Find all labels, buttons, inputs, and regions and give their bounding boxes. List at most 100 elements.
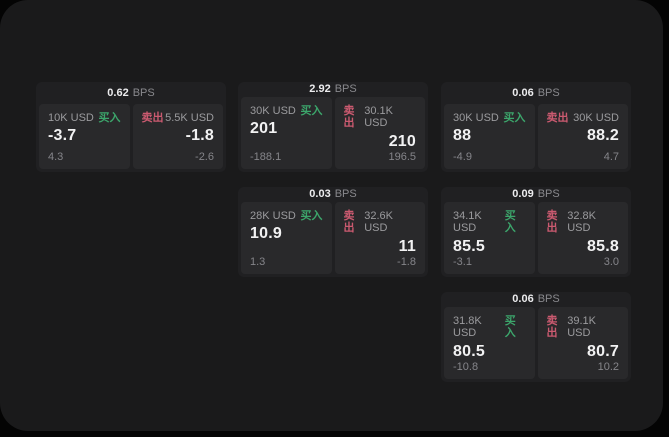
sell-price: -1.8 [185,127,214,145]
sell-label: 卖出 [546,112,569,124]
buy-panel-top: 10K USD 买入 [48,112,121,124]
buy-price: -3.7 [48,127,77,145]
buy-label: 买入 [300,210,323,223]
buy-panel[interactable]: 28K USD 买入 10.9 1.3 [241,202,332,274]
bps-header: 0.06 BPS [444,82,628,104]
buy-panel-top: 31.8K USD 买入 [453,315,526,339]
bps-header: 2.92 BPS [241,82,425,97]
sell-panel[interactable]: 卖出 5.5K USD -1.8 -2.6 [132,104,223,169]
buy-label: 买入 [504,315,516,340]
sell-panel-top: 卖出 30.1K USD [344,105,417,129]
bps-value: 0.62 [107,86,129,99]
quote-card-body: 10K USD 买入 -3.7 4.3 卖出 5.5K USD -1.8 -2.… [39,104,223,169]
sell-change: 3.0 [603,255,619,268]
bps-value: 0.03 [309,188,331,201]
sell-panel-top: 卖出 32.8K USD [547,210,620,234]
sell-label: 卖出 [343,105,355,130]
bps-header: 0.06 BPS [444,292,628,307]
bps-value: 0.09 [512,188,534,201]
bps-header: 0.62 BPS [39,82,223,104]
bps-unit-label: BPS [334,83,357,96]
buy-panel-top: 30K USD 买入 [453,112,526,124]
sell-label: 卖出 [343,210,355,235]
sell-change: 10.2 [597,360,619,373]
quote-card: 0.06 BPS 31.8K USD 买入 80.5 -10.8 卖出 39.1… [441,292,631,382]
buy-panel-top: 28K USD 买入 [250,210,323,222]
sell-price: 80.7 [587,342,619,360]
sell-label: 卖出 [546,315,558,340]
sell-change: -1.8 [397,255,416,268]
bps-value: 2.92 [309,83,331,96]
buy-amount: 10K USD [48,112,94,124]
buy-amount: 30K USD [453,112,499,124]
quote-card-body: 28K USD 买入 10.9 1.3 卖出 32.6K USD 11 -1.8 [241,202,425,274]
buy-label: 买入 [300,105,323,118]
buy-label: 买入 [503,112,526,124]
buy-price: 85.5 [453,237,485,255]
sell-change: 196.5 [388,150,416,163]
sell-amount: 32.8K USD [567,210,596,235]
buy-change: -4.9 [453,150,472,163]
buy-panel-top: 30K USD 买入 [250,105,323,117]
buy-price: 80.5 [453,342,485,360]
quote-card-body: 34.1K USD 买入 85.5 -3.1 卖出 32.8K USD 85.8… [444,202,628,274]
sell-panel[interactable]: 卖出 30.1K USD 210 196.5 [334,97,425,169]
bps-unit-label: BPS [537,86,560,99]
sell-price: 210 [388,132,416,150]
bps-unit-label: BPS [537,188,560,201]
sell-label: 卖出 [141,112,164,124]
sell-panel[interactable]: 卖出 39.1K USD 80.7 10.2 [537,307,628,379]
quote-card: 0.06 BPS 30K USD 买入 88 -4.9 卖出 30K USD 8… [441,82,631,172]
sell-panel[interactable]: 卖出 32.6K USD 11 -1.8 [334,202,425,274]
sell-price: 85.8 [587,237,619,255]
buy-amount: 30K USD [250,105,296,118]
sell-amount: 30K USD [573,112,619,124]
sell-panel-top: 卖出 5.5K USD [142,112,215,124]
buy-amount: 28K USD [250,210,296,223]
buy-panel[interactable]: 30K USD 买入 201 -188.1 [241,97,332,169]
sell-panel-top: 卖出 30K USD [547,112,620,124]
bps-unit-label: BPS [132,86,155,99]
app-panel: 0.62 BPS 10K USD 买入 -3.7 4.3 卖出 5.5K USD… [0,0,663,431]
quote-card: 2.92 BPS 30K USD 买入 201 -188.1 卖出 30.1K … [238,82,428,172]
sell-panel[interactable]: 卖出 30K USD 88.2 4.7 [537,104,628,169]
buy-panel[interactable]: 10K USD 买入 -3.7 4.3 [39,104,130,169]
sell-label: 卖出 [546,210,558,235]
buy-panel[interactable]: 30K USD 买入 88 -4.9 [444,104,535,169]
buy-panel[interactable]: 31.8K USD 买入 80.5 -10.8 [444,307,535,379]
bps-value: 0.06 [512,293,534,306]
sell-panel-top: 卖出 39.1K USD [547,315,620,339]
bps-header: 0.03 BPS [241,187,425,202]
sell-panel[interactable]: 卖出 32.8K USD 85.8 3.0 [537,202,628,274]
sell-price: 11 [398,237,416,255]
buy-change: -188.1 [250,150,282,163]
buy-change: -3.1 [453,255,472,268]
bps-value: 0.06 [512,86,534,99]
buy-amount: 31.8K USD [453,315,482,340]
sell-amount: 30.1K USD [364,105,393,130]
sell-amount: 32.6K USD [364,210,393,235]
quote-card: 0.62 BPS 10K USD 买入 -3.7 4.3 卖出 5.5K USD… [36,82,226,172]
sell-change: 4.7 [603,150,619,163]
sell-amount: 5.5K USD [165,112,214,124]
buy-price: 10.9 [250,225,282,243]
buy-label: 买入 [504,210,516,235]
quote-card-body: 30K USD 买入 201 -188.1 卖出 30.1K USD 210 1… [241,97,425,169]
sell-price: 88.2 [587,127,619,145]
buy-change: -10.8 [453,360,479,373]
quote-card: 0.09 BPS 34.1K USD 买入 85.5 -3.1 卖出 32.8K… [441,187,631,277]
buy-panel-top: 34.1K USD 买入 [453,210,526,234]
buy-price: 201 [250,120,278,138]
bps-unit-label: BPS [334,188,357,201]
buy-label: 买入 [98,112,121,124]
buy-price: 88 [453,127,472,145]
sell-change: -2.6 [195,150,214,163]
sell-panel-top: 卖出 32.6K USD [344,210,417,234]
sell-amount: 39.1K USD [567,315,596,340]
bps-header: 0.09 BPS [444,187,628,202]
buy-change: 4.3 [48,150,64,163]
quote-card-body: 31.8K USD 买入 80.5 -10.8 卖出 39.1K USD 80.… [444,307,628,379]
buy-change: 1.3 [250,255,266,268]
buy-panel[interactable]: 34.1K USD 买入 85.5 -3.1 [444,202,535,274]
bps-unit-label: BPS [537,293,560,306]
